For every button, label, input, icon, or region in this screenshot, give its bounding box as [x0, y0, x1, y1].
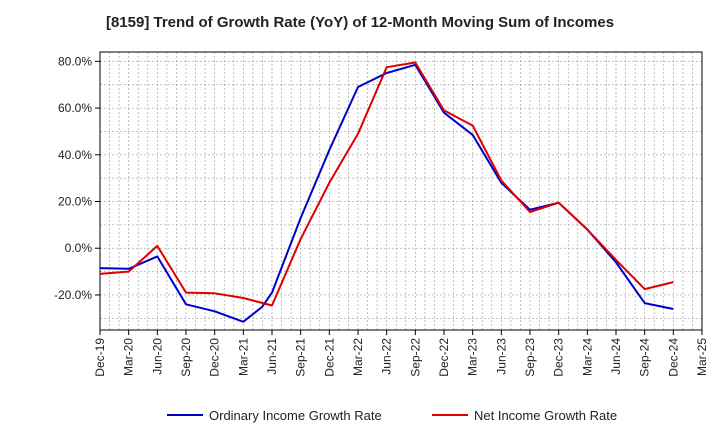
- x-tick-label: Jun-23: [494, 338, 508, 375]
- x-tick-label: Mar-24: [580, 338, 594, 376]
- x-tick-label: Jun-21: [265, 338, 279, 375]
- x-tick-label: Dec-23: [552, 338, 566, 377]
- x-tick-label: Dec-20: [208, 338, 222, 377]
- x-tick-label: Sep-23: [523, 338, 537, 377]
- y-tick-label: 60.0%: [58, 101, 92, 115]
- x-tick-label: Sep-20: [179, 338, 193, 377]
- y-tick-label: 20.0%: [58, 195, 92, 209]
- plot-frame: [99, 51, 703, 331]
- x-tick-label: Sep-21: [294, 338, 308, 377]
- y-tick-label: 0.0%: [65, 241, 93, 255]
- x-tick-label: Dec-22: [437, 338, 451, 377]
- x-tick-label: Mar-20: [122, 338, 136, 376]
- x-tick-label: Sep-22: [408, 338, 422, 377]
- x-tick-label: Mar-25: [695, 338, 709, 376]
- x-tick-label: Mar-21: [236, 338, 250, 376]
- y-tick-label: 40.0%: [58, 148, 92, 162]
- x-tick-label: Jun-24: [609, 338, 623, 375]
- x-tick-label: Jun-20: [150, 338, 164, 375]
- chart-title: [8159] Trend of Growth Rate (YoY) of 12-…: [105, 14, 615, 31]
- y-tick-label: 80.0%: [58, 54, 92, 68]
- series-line-2: [99, 61, 674, 307]
- x-tick-label: Dec-19: [93, 338, 107, 377]
- x-tick-label: Jun-22: [380, 338, 394, 375]
- x-tick-label: Dec-21: [322, 338, 336, 377]
- x-tick-label: Dec-24: [666, 338, 680, 377]
- legend-label-1: Ordinary Income Growth Rate: [209, 408, 382, 423]
- y-tick-label: -20.0%: [54, 288, 92, 302]
- x-tick-label: Mar-23: [466, 338, 480, 376]
- plot-area: [100, 52, 702, 330]
- x-tick-label: Sep-24: [638, 338, 652, 377]
- legend-label-2: Net Income Growth Rate: [474, 408, 617, 423]
- x-tick-label: Mar-22: [351, 338, 365, 376]
